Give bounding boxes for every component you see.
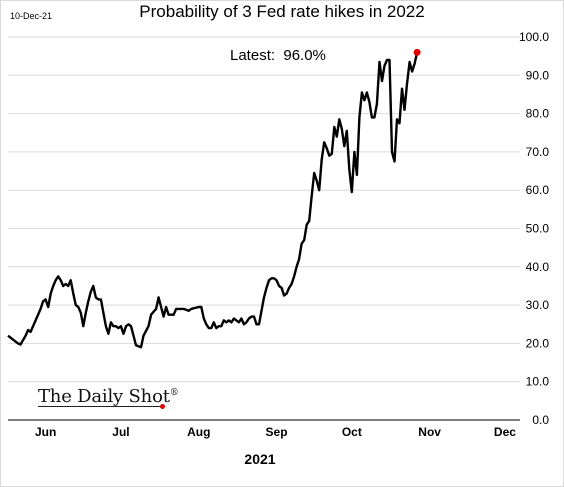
- y-tick-label: 10.0: [526, 375, 550, 389]
- x-tick-label: Sep: [266, 425, 288, 439]
- x-tick-label: Jul: [112, 425, 129, 439]
- y-tick-label: 20.0: [526, 336, 550, 350]
- latest-point-marker: [413, 48, 421, 56]
- x-tick-label: Dec: [494, 425, 516, 439]
- y-tick-label: 90.0: [526, 68, 550, 82]
- chart-title: Probability of 3 Fed rate hikes in 2022: [139, 2, 425, 21]
- x-tick-label: Jun: [35, 425, 56, 439]
- logo-text: The Daily Shot: [38, 386, 170, 407]
- registered-mark: ®: [169, 388, 179, 398]
- latest-annotation: Latest: 96.0%: [230, 47, 326, 64]
- y-tick-label: 30.0: [526, 298, 550, 312]
- y-tick-label: 50.0: [526, 222, 550, 236]
- y-tick-label: 100.0: [519, 30, 549, 44]
- logo-underline: [38, 406, 162, 407]
- y-tick-label: 40.0: [526, 260, 550, 274]
- y-axis: 0.0 10.0 20.0 30.0 40.0 50.0 60.0 70.0 80.0 90.0 1…: [519, 30, 549, 427]
- x-axis: Jun Jul Aug Sep Oct Nov Dec: [35, 425, 516, 439]
- logo-red-dot: [160, 404, 165, 409]
- daily-shot-logo: The Daily Shot®: [38, 386, 179, 407]
- x-axis-title: 2021: [244, 451, 276, 467]
- y-tick-label: 70.0: [526, 145, 550, 159]
- date-stamp: 10-Dec-21: [10, 11, 53, 21]
- y-tick-label: 60.0: [526, 183, 550, 197]
- y-tick-label: 80.0: [526, 107, 550, 121]
- gridlines: [8, 36, 520, 421]
- x-tick-label: Nov: [418, 425, 441, 439]
- x-tick-label: Aug: [187, 425, 210, 439]
- y-tick-label: 0.0: [532, 413, 549, 427]
- x-tick-label: Oct: [342, 425, 362, 439]
- series-line: [7, 52, 419, 349]
